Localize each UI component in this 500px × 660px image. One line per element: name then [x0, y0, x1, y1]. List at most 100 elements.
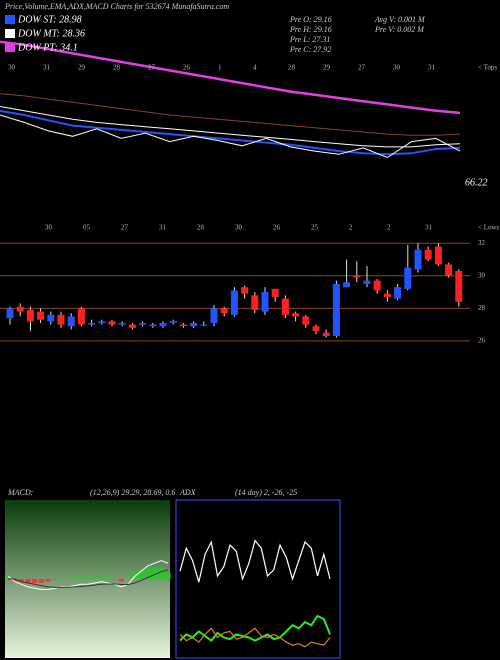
candle-body — [312, 326, 320, 332]
candle-body — [445, 264, 453, 276]
legend-label: DOW PT: 34.1 — [17, 42, 78, 53]
y-tick-label: 32 — [478, 239, 486, 247]
histogram-bar — [92, 576, 98, 579]
legend-label: DOW ST: 28.98 — [17, 14, 82, 25]
histogram-bar — [98, 576, 104, 579]
candle-body — [169, 321, 177, 323]
date-label: 27 — [121, 224, 129, 232]
legend-label: DOW MT: 28.36 — [17, 28, 85, 39]
date-label: 30 — [8, 64, 16, 72]
tops-note: < Tops — [478, 64, 497, 72]
line — [0, 93, 461, 136]
date-label: 29 — [78, 64, 86, 72]
date-label: 31 — [43, 64, 51, 72]
date-label: 28 — [113, 64, 121, 72]
y-tick-label: 30 — [478, 271, 486, 279]
candle-body — [302, 316, 310, 325]
histogram-bar — [138, 569, 144, 579]
date-label: 30 — [45, 224, 53, 232]
histogram-bar — [118, 579, 124, 582]
candle-body — [16, 306, 24, 312]
page-title: Price,Volume,EMA,ADX,MACD Charts for 532… — [4, 2, 229, 11]
y-tick-label: 28 — [478, 304, 486, 312]
line — [0, 106, 461, 148]
candle-body — [434, 246, 442, 265]
histogram-bar — [105, 577, 111, 579]
adx-subtitle: (14 day) 2, -26, -25 — [235, 488, 297, 497]
date-label: 2 — [349, 224, 353, 232]
date-label: 28 — [197, 224, 205, 232]
candle-body — [424, 249, 432, 260]
adx-panel — [175, 499, 341, 659]
adx-title: ADX — [179, 488, 197, 497]
candle-body — [322, 332, 330, 336]
histogram-bar — [85, 577, 91, 579]
candle-body — [37, 311, 45, 320]
date-label: 26 — [183, 64, 191, 72]
macd-title: MACD: — [7, 488, 34, 497]
candle-body — [190, 322, 198, 327]
candle-body — [332, 283, 340, 336]
candle-body — [404, 267, 412, 289]
candle-body — [98, 321, 106, 323]
stat: Pre H: 29.16 — [289, 25, 332, 34]
candle-body — [363, 280, 371, 284]
candle-body — [159, 322, 167, 327]
histogram-bar — [58, 578, 64, 579]
candle-body — [118, 322, 126, 325]
date-label: 30 — [235, 224, 243, 232]
candle-body — [251, 295, 259, 310]
date-label: 30 — [393, 64, 401, 72]
candle-body — [353, 275, 361, 278]
date-label: 29 — [323, 64, 331, 72]
date-label: 1 — [218, 64, 222, 72]
histogram-bar — [145, 567, 151, 579]
candle-body — [179, 324, 187, 327]
histogram-bar — [45, 579, 51, 582]
date-label: 4 — [253, 64, 257, 72]
legend-swatch — [5, 29, 15, 38]
candle-body — [57, 314, 65, 325]
candle-body — [6, 308, 14, 319]
candle-body — [220, 308, 228, 314]
candle-body — [88, 322, 96, 325]
candle-body — [261, 292, 269, 312]
line — [179, 614, 331, 642]
candle-body — [139, 322, 147, 325]
candle-body — [343, 282, 351, 288]
y-tick-label: 26 — [478, 336, 486, 344]
legend-swatch — [5, 15, 15, 24]
date-label: 27 — [358, 64, 366, 72]
candle-body — [455, 270, 463, 302]
histogram-bar — [52, 579, 58, 580]
candle-body — [128, 324, 136, 328]
date-label: 25 — [311, 224, 319, 232]
candle-body — [108, 321, 116, 325]
lows-note: < Lows — [478, 224, 500, 232]
line — [7, 560, 169, 590]
date-label: 31 — [425, 224, 433, 232]
histogram-bar — [158, 567, 164, 579]
histogram-bar — [5, 576, 11, 579]
date-label: 2 — [387, 224, 391, 232]
candle-body — [77, 308, 85, 325]
date-label: 26 — [273, 224, 281, 232]
histogram-bar — [72, 577, 78, 579]
candle-body — [383, 293, 391, 297]
candle-body — [210, 308, 218, 323]
candle-body — [230, 290, 238, 315]
candle-body — [414, 249, 422, 270]
candle-body — [292, 313, 300, 317]
candle-body — [271, 288, 279, 297]
candle-body — [47, 314, 55, 322]
histogram-bar — [78, 576, 84, 579]
candle-body — [241, 287, 249, 294]
stat: Pre O: 29.16 — [289, 15, 332, 24]
histogram-bar — [165, 572, 171, 579]
date-label: 28 — [288, 64, 296, 72]
line — [8, 569, 169, 588]
candle-body — [200, 324, 208, 326]
candle-body — [149, 324, 157, 327]
candle-body — [281, 298, 289, 315]
